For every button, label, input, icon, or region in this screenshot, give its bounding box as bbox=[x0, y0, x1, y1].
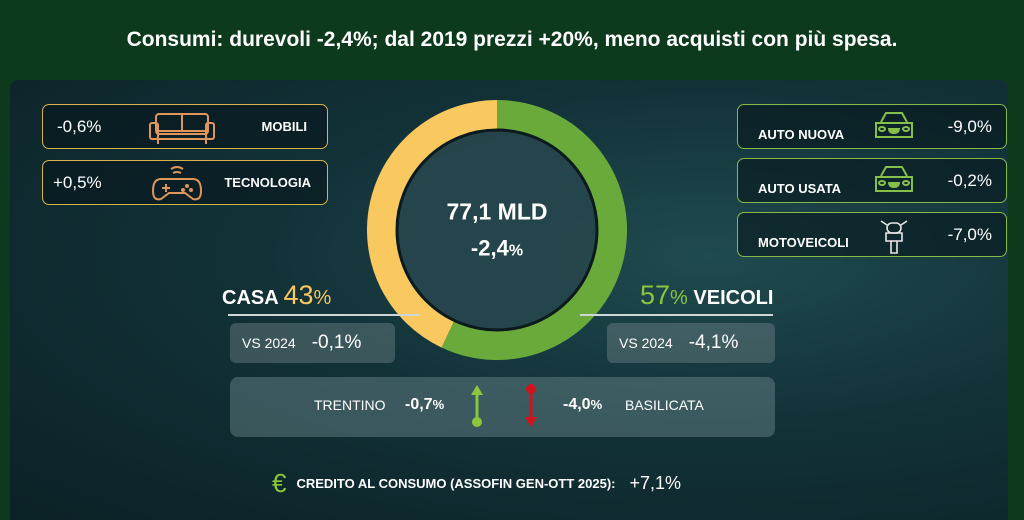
best-region-name: TRENTINO bbox=[314, 397, 386, 413]
best-region-value: -0,7% bbox=[405, 396, 444, 414]
arrow-down-icon bbox=[525, 384, 537, 427]
total-change-value: -2,4 bbox=[470, 235, 509, 261]
veicoli-vs-value: -4,1% bbox=[688, 332, 739, 353]
donut-center: 77,1 MLD -2,4% bbox=[447, 199, 548, 262]
casa-unit: % bbox=[313, 287, 332, 309]
credit-line: € CREDITO AL CONSUMO (ASSOFIN GEN-OTT 20… bbox=[272, 468, 681, 499]
total-change-unit: % bbox=[508, 242, 524, 260]
total-value: 77,1 MLD bbox=[446, 198, 548, 225]
veicoli-vs-label: VS 2024 bbox=[619, 335, 673, 351]
auto-usata-value: -0,2% bbox=[947, 170, 992, 190]
casa-label: CASA bbox=[222, 287, 278, 309]
veicoli-vs-box: VS 2024 -4,1% bbox=[607, 323, 775, 363]
casa-divider bbox=[228, 314, 420, 316]
casa-heading: CASA 43% bbox=[222, 280, 331, 311]
motoveicoli-value: -7,0% bbox=[947, 224, 992, 244]
auto-usata-box: AUTO USATA -0,2% bbox=[737, 158, 1007, 203]
donut-hole bbox=[395, 128, 599, 332]
sofa-icon bbox=[149, 113, 215, 144]
credit-label: CREDITO AL CONSUMO (ASSOFIN GEN-OTT 2025… bbox=[296, 476, 616, 491]
casa-vs-label: VS 2024 bbox=[242, 335, 296, 351]
veicoli-unit: % bbox=[670, 287, 688, 309]
arrow-up-icon bbox=[471, 385, 483, 427]
euro-icon: € bbox=[272, 468, 287, 498]
donut-slice-casa bbox=[367, 100, 498, 348]
credit-value: +7,1% bbox=[629, 473, 682, 493]
tecnologia-label: TECNOLOGIA bbox=[224, 175, 311, 190]
car-icon bbox=[875, 166, 913, 192]
casa-vs-value: -0,1% bbox=[311, 332, 362, 353]
page-title: Consumi: durevoli -2,4%; dal 2019 prezzi… bbox=[126, 28, 898, 51]
mobili-value: -0,6% bbox=[57, 116, 102, 136]
motoveicoli-box: MOTOVEICOLI -7,0% bbox=[737, 212, 1007, 257]
motorbike-icon bbox=[880, 220, 908, 254]
mobili-label: MOBILI bbox=[261, 119, 308, 134]
veicoli-label: VEICOLI bbox=[693, 287, 774, 309]
motoveicoli-label: MOTOVEICOLI bbox=[758, 235, 849, 250]
worst-region-unit: % bbox=[590, 397, 603, 412]
veicoli-heading: 57% VEICOLI bbox=[640, 280, 773, 311]
casa-vs-box: VS 2024 -0,1% bbox=[230, 323, 395, 363]
donut-chart bbox=[367, 100, 627, 360]
best-region-number: -0,7 bbox=[405, 396, 433, 413]
car-icon bbox=[875, 112, 913, 138]
auto-nuova-label: AUTO NUOVA bbox=[758, 127, 845, 142]
regions-box: TRENTINO -0,7% -4,0% BASILICATA bbox=[230, 377, 775, 437]
worst-region-value: -4,0% bbox=[563, 396, 602, 414]
worst-region-number: -4,0 bbox=[563, 396, 591, 413]
veicoli-divider bbox=[580, 314, 773, 316]
veicoli-share: 57 bbox=[640, 280, 671, 310]
total-change: -2,4% bbox=[447, 236, 548, 262]
casa-share: 43 bbox=[283, 280, 314, 310]
mobili-box: -0,6% MOBILI bbox=[42, 104, 328, 149]
auto-usata-label: AUTO USATA bbox=[758, 181, 842, 196]
auto-nuova-box: AUTO NUOVA -9,0% bbox=[737, 104, 1007, 149]
gamepad-icon bbox=[151, 166, 203, 201]
best-region-unit: % bbox=[432, 397, 445, 412]
tecnologia-value: +0,5% bbox=[53, 172, 102, 192]
donut-slice-veicoli bbox=[441, 100, 627, 360]
tecnologia-box: +0,5% TECNOLOGIA bbox=[42, 160, 328, 205]
worst-region-name: BASILICATA bbox=[625, 397, 704, 413]
auto-nuova-value: -9,0% bbox=[947, 116, 992, 136]
